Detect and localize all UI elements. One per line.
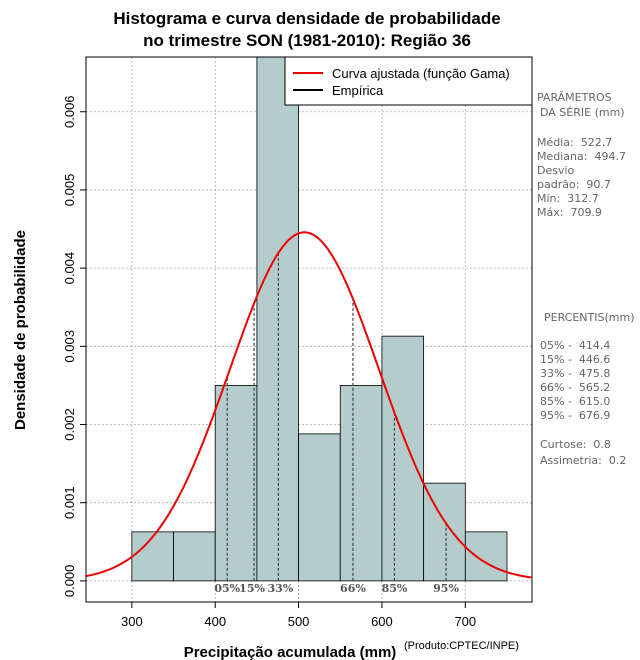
histogram-bar-6 [381, 335, 425, 582]
histogram-bar-8 [464, 531, 508, 582]
stat-mediana: Mediana: 494.7 [537, 150, 626, 163]
stat-max: Máx: 709.9 [537, 206, 602, 219]
y-axis-title: Densidade de probabilidade [12, 230, 29, 430]
percentile-label-3: 66% [340, 582, 366, 595]
density-curve-group [85, 231, 532, 579]
y-tick-label-1: 0.001 [62, 486, 77, 519]
histogram-bar-5 [339, 385, 383, 582]
x-axis-ticks: 300 400 500 600 700 [121, 602, 476, 629]
stat-curtose: Curtose: 0.8 [540, 438, 611, 451]
percentile-lines: 05% 15% 33% 66% 85% 95% [214, 252, 459, 595]
legend-label-empirical: Empírica [332, 83, 384, 98]
histogram-bars [131, 56, 508, 582]
x-tick-label-2: 500 [288, 614, 310, 629]
histogram-bar-3 [256, 56, 299, 582]
histogram-bar-2 [214, 385, 258, 582]
stat-desvio-value: padrão: 90.7 [537, 178, 611, 191]
percentile-label-2: 33% [268, 582, 294, 595]
percentis-title: PERCENTIS(mm) [544, 311, 635, 324]
stat-desvio-label: Desvio [537, 164, 575, 177]
percentile-05: 05% - 414.4 [540, 339, 611, 352]
y-tick-label-0: 0.000 [62, 565, 77, 598]
y-tick-label-5: 0.005 [62, 174, 77, 207]
percentile-label-5: 95% [433, 582, 459, 595]
y-tick-label-2: 0.002 [62, 408, 77, 441]
chart-title-line1: Histograma e curva densidade de probabil… [113, 9, 500, 28]
stat-assimetria: Assimetria: 0.2 [540, 454, 627, 467]
percentile-label-1: 15% [239, 582, 265, 595]
x-tick-label-4: 700 [454, 614, 476, 629]
density-curve [85, 231, 532, 579]
legend-box [284, 56, 533, 106]
stat-min: Mín: 312.7 [537, 192, 599, 205]
params-title-1: PARÂMETROS [537, 91, 612, 104]
histogram-bar-1 [173, 531, 216, 582]
percentile-label-0: 05% [214, 582, 240, 595]
chart-title-line2: no trimestre SON (1981-2010): Região 36 [143, 31, 471, 50]
percentile-33: 33% - 475.8 [540, 367, 611, 380]
stat-media: Média: 522.7 [537, 136, 613, 149]
legend: Curva ajustada (função Gama) Empírica [284, 56, 533, 106]
percentile-85: 85% - 615.0 [540, 395, 611, 408]
x-tick-label-0: 300 [121, 614, 143, 629]
x-axis-title: Precipitação acumulada (mm) [184, 644, 397, 660]
x-tick-label-3: 600 [371, 614, 393, 629]
y-tick-label-6: 0.006 [62, 95, 77, 128]
legend-label-curve: Curva ajustada (função Gama) [332, 66, 510, 81]
histogram-bar-0 [131, 531, 174, 582]
percentile-66: 66% - 565.2 [540, 381, 611, 394]
y-tick-label-4: 0.004 [62, 252, 77, 285]
percentile-95: 95% - 676.9 [540, 409, 611, 422]
x-tick-label-1: 400 [204, 614, 226, 629]
product-credit: (Produto:CPTEC/INPE) [404, 640, 519, 652]
percentile-label-4: 85% [382, 582, 408, 595]
percentile-15: 15% - 446.6 [540, 353, 611, 366]
y-axis-ticks: 0.000 0.001 0.002 0.003 0.004 0.005 0.006 [62, 95, 86, 597]
y-tick-label-3: 0.003 [62, 330, 77, 363]
histogram-bar-4 [298, 433, 341, 582]
params-title-2: DA SÉRIE (mm) [540, 106, 625, 119]
